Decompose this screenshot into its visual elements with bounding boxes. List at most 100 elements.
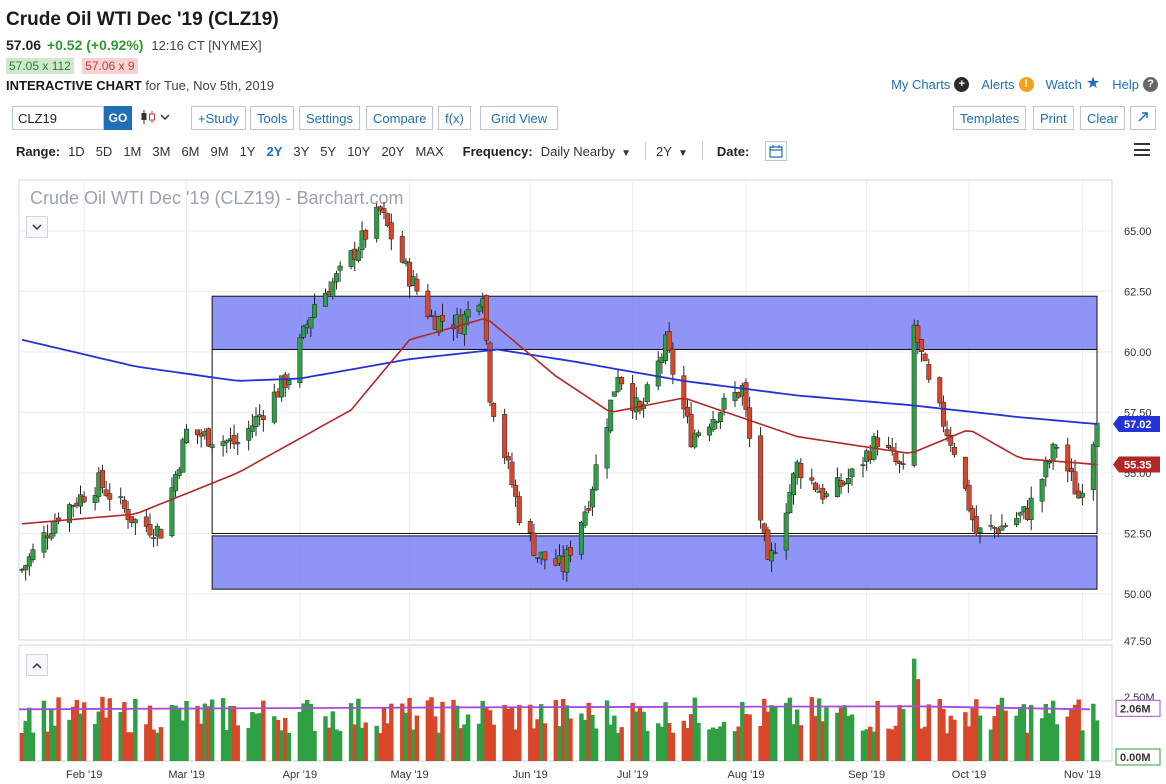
volume-bar [352, 724, 357, 761]
last-price: 57.06 [6, 37, 42, 53]
compare-button[interactable]: Compare [366, 106, 434, 130]
volume-bar [941, 708, 946, 761]
tools-button[interactable]: Tools [250, 106, 295, 130]
x-tick-label: May '19 [390, 769, 428, 781]
x-tick-label: Aug '19 [727, 769, 764, 781]
price-chart[interactable]: Feb '19 Mar '19 Apr '19 May '19 Jun '19 Jul '… [0, 170, 1166, 784]
candle [860, 464, 866, 467]
candle [765, 529, 771, 560]
volume-bar [645, 730, 650, 761]
my-charts-link[interactable]: My Charts + [891, 76, 970, 92]
menu-icon[interactable] [1134, 143, 1150, 156]
period-dropdown[interactable]: 2Y ▼ [656, 144, 688, 159]
range-option-1y[interactable]: 1Y [239, 143, 256, 159]
ma-badge [1113, 456, 1160, 473]
candle [231, 434, 237, 445]
volume-bar [937, 699, 942, 761]
candle [919, 339, 924, 352]
candle [333, 273, 339, 283]
candle [465, 309, 471, 318]
range-option-6m[interactable]: 6M [181, 143, 200, 159]
candle [604, 427, 610, 469]
volume-bar [659, 726, 665, 761]
volume-bar [637, 707, 643, 761]
volume-bar [765, 711, 771, 761]
candle [897, 461, 903, 464]
volume-bar [1047, 713, 1052, 761]
chart-type-selector[interactable] [140, 110, 170, 124]
volume-bar [224, 730, 229, 761]
range-option-20y[interactable]: 20Y [381, 143, 405, 159]
volume-bar [41, 700, 47, 761]
range-option-1m[interactable]: 1M [123, 143, 142, 159]
frequency-dropdown[interactable]: Daily Nearby ▼ [541, 144, 631, 159]
range-option-9m[interactable]: 9M [210, 143, 229, 159]
volume-bar [67, 719, 72, 761]
collapse-volume-button[interactable] [26, 654, 48, 676]
volume-bar [688, 714, 694, 761]
volume-bar [791, 724, 796, 761]
range-option-5y[interactable]: 5Y [320, 143, 337, 159]
volume-bar [517, 704, 522, 761]
volume-bar [151, 729, 156, 761]
volume-bar [915, 679, 921, 761]
candle [940, 401, 946, 427]
candle [783, 512, 789, 551]
volume-bar [1076, 699, 1081, 761]
quote-time: 12:16 CT [NYMEX] [151, 38, 262, 53]
symbol-input[interactable] [12, 106, 104, 130]
candle [973, 516, 979, 535]
volume-bar [893, 725, 899, 761]
range-option-5d[interactable]: 5D [95, 143, 113, 159]
candle [491, 403, 497, 417]
candle [688, 413, 694, 447]
volume-bar [663, 702, 668, 761]
candle [977, 527, 983, 533]
print-button[interactable]: Print [1033, 106, 1074, 130]
clear-button[interactable]: Clear [1080, 106, 1126, 130]
candle [121, 499, 127, 509]
page-title: Crude Oil WTI Dec '19 (CLZ19) [6, 9, 279, 30]
candle [1017, 512, 1023, 516]
volume-bar [615, 733, 621, 761]
alerts-link[interactable]: Alerts ! [981, 76, 1034, 92]
candle [48, 533, 54, 539]
candle [823, 493, 829, 497]
volume-bar [707, 729, 712, 761]
volume-bar [579, 713, 584, 761]
watch-link[interactable]: Watch ★ [1046, 76, 1101, 92]
range-option-3m[interactable]: 3M [152, 143, 171, 159]
volume-bar [557, 726, 562, 761]
help-link[interactable]: Help ? [1112, 76, 1158, 92]
range-option-10y[interactable]: 10Y [347, 143, 371, 159]
volume-bar [476, 723, 482, 761]
settings-button[interactable]: Settings [299, 106, 360, 130]
range-option-2y[interactable]: 2Y [266, 143, 283, 159]
volume-bar [634, 711, 639, 761]
volume-bar [1050, 700, 1056, 761]
candle [388, 222, 394, 240]
calendar-button[interactable] [765, 141, 788, 161]
divider [645, 142, 647, 160]
candle [1068, 467, 1074, 473]
grid-view-button[interactable]: Grid View [480, 106, 559, 130]
candle [608, 399, 614, 432]
range-option-1d[interactable]: 1D [68, 143, 85, 159]
candle [758, 435, 764, 521]
volume-bar [96, 711, 102, 761]
templates-button[interactable]: Templates [953, 106, 1027, 130]
candle [385, 213, 391, 226]
calendar-icon [769, 144, 783, 158]
candle [717, 412, 723, 422]
study-button[interactable]: +Study [191, 106, 246, 130]
volume-bar [868, 726, 873, 761]
candle [582, 511, 588, 526]
volume-bar [886, 728, 891, 761]
range-option-3y[interactable]: 3Y [293, 143, 310, 159]
range-option-max[interactable]: MAX [415, 143, 444, 159]
expand-button[interactable] [1130, 106, 1156, 130]
collapse-price-button[interactable] [26, 216, 48, 238]
go-button[interactable]: GO [104, 106, 132, 130]
plus-circle-icon: + [954, 76, 970, 92]
fx-button[interactable]: f(x) [438, 106, 471, 130]
